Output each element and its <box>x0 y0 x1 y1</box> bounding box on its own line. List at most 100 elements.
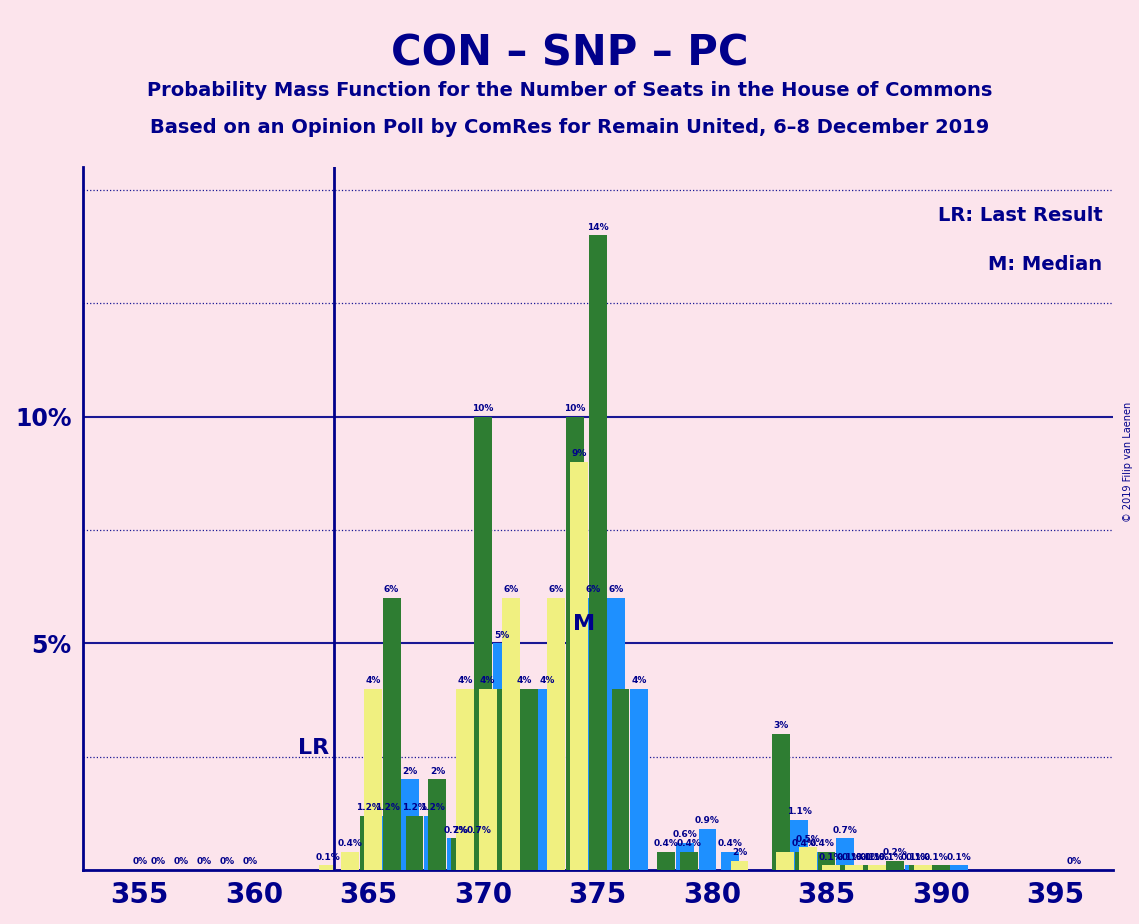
Bar <box>630 688 648 869</box>
Bar <box>800 847 817 869</box>
Text: 0.1%: 0.1% <box>842 853 867 862</box>
Text: 14%: 14% <box>587 223 608 232</box>
Bar <box>795 852 812 869</box>
Bar <box>383 598 401 869</box>
Bar <box>428 779 446 869</box>
Bar <box>571 462 588 869</box>
Text: 0.6%: 0.6% <box>672 830 697 839</box>
Text: 0.4%: 0.4% <box>718 839 743 848</box>
Bar <box>319 866 336 869</box>
Text: 0%: 0% <box>132 857 147 867</box>
Text: 4%: 4% <box>480 676 495 685</box>
Text: 0.1%: 0.1% <box>860 853 885 862</box>
Bar <box>521 688 538 869</box>
Bar <box>566 417 583 869</box>
Text: 0.4%: 0.4% <box>654 839 679 848</box>
Text: 9%: 9% <box>572 449 587 458</box>
Bar <box>360 816 378 869</box>
Text: 10%: 10% <box>473 404 494 413</box>
Bar <box>657 852 675 869</box>
Bar <box>904 866 923 869</box>
Text: 6%: 6% <box>585 586 600 594</box>
Bar <box>730 861 748 869</box>
Text: CON – SNP – PC: CON – SNP – PC <box>391 32 748 74</box>
Bar <box>478 688 497 869</box>
Text: 2%: 2% <box>402 767 418 775</box>
Bar <box>469 838 487 869</box>
Text: 4%: 4% <box>366 676 380 685</box>
Bar <box>446 838 465 869</box>
Text: 0%: 0% <box>150 857 165 867</box>
Bar <box>932 866 950 869</box>
Text: 0.4%: 0.4% <box>338 839 363 848</box>
Bar <box>515 688 533 869</box>
Text: 1.2%: 1.2% <box>375 803 400 812</box>
Text: LR: LR <box>297 737 329 758</box>
Bar <box>589 236 607 869</box>
Text: 2%: 2% <box>452 825 468 834</box>
Text: M: Median: M: Median <box>989 255 1103 274</box>
Text: 2%: 2% <box>429 767 445 775</box>
Text: 0.4%: 0.4% <box>810 839 835 848</box>
Bar <box>424 816 442 869</box>
Text: 6%: 6% <box>608 586 623 594</box>
Bar <box>913 866 932 869</box>
Bar <box>777 852 794 869</box>
Text: 6%: 6% <box>503 586 518 594</box>
Bar <box>927 866 945 869</box>
Text: 0%: 0% <box>173 857 189 867</box>
Bar <box>886 861 904 869</box>
Bar <box>405 816 424 869</box>
Bar <box>492 643 510 869</box>
Text: 4%: 4% <box>457 676 473 685</box>
Bar <box>584 598 603 869</box>
Bar <box>772 734 789 869</box>
Bar <box>818 852 836 869</box>
Text: 0.1%: 0.1% <box>906 853 931 862</box>
Text: Based on an Opinion Poll by ComRes for Remain United, 6–8 December 2019: Based on an Opinion Poll by ComRes for R… <box>150 118 989 138</box>
Text: 4%: 4% <box>540 676 555 685</box>
Text: 1.2%: 1.2% <box>402 803 427 812</box>
Text: 0.1%: 0.1% <box>924 853 949 862</box>
Bar <box>548 598 565 869</box>
Bar <box>675 843 694 869</box>
Text: 3%: 3% <box>773 722 788 730</box>
Text: 0.7%: 0.7% <box>443 825 468 834</box>
Bar <box>680 852 698 869</box>
Text: 1.2%: 1.2% <box>420 803 445 812</box>
Bar <box>501 598 519 869</box>
Text: 0.1%: 0.1% <box>837 853 862 862</box>
Text: M: M <box>573 614 595 634</box>
Text: 4%: 4% <box>631 676 647 685</box>
Text: 0%: 0% <box>1066 857 1081 867</box>
Text: 1.2%: 1.2% <box>357 803 382 812</box>
Bar <box>474 417 492 869</box>
Text: 0.7%: 0.7% <box>466 825 491 834</box>
Bar <box>841 866 859 869</box>
Bar <box>950 866 968 869</box>
Bar <box>497 688 515 869</box>
Text: 0%: 0% <box>219 857 235 867</box>
Bar <box>836 838 854 869</box>
Bar <box>845 866 863 869</box>
Text: 0.1%: 0.1% <box>947 853 972 862</box>
Text: 0.5%: 0.5% <box>796 834 820 844</box>
Text: 0.1%: 0.1% <box>855 853 880 862</box>
Text: 0%: 0% <box>196 857 212 867</box>
Text: 0.9%: 0.9% <box>695 817 720 825</box>
Bar <box>790 820 808 869</box>
Bar <box>721 852 739 869</box>
Text: 0.4%: 0.4% <box>677 839 702 848</box>
Text: 6%: 6% <box>549 586 564 594</box>
Bar <box>607 598 625 869</box>
Bar <box>364 688 383 869</box>
Text: 0.1%: 0.1% <box>901 853 926 862</box>
Bar <box>378 816 396 869</box>
Text: LR: Last Result: LR: Last Result <box>937 206 1103 225</box>
Text: 0.4%: 0.4% <box>792 839 816 848</box>
Bar <box>539 688 556 869</box>
Text: 0.1%: 0.1% <box>865 853 890 862</box>
Bar <box>451 838 469 869</box>
Text: 10%: 10% <box>564 404 585 413</box>
Text: Probability Mass Function for the Number of Seats in the House of Commons: Probability Mass Function for the Number… <box>147 81 992 101</box>
